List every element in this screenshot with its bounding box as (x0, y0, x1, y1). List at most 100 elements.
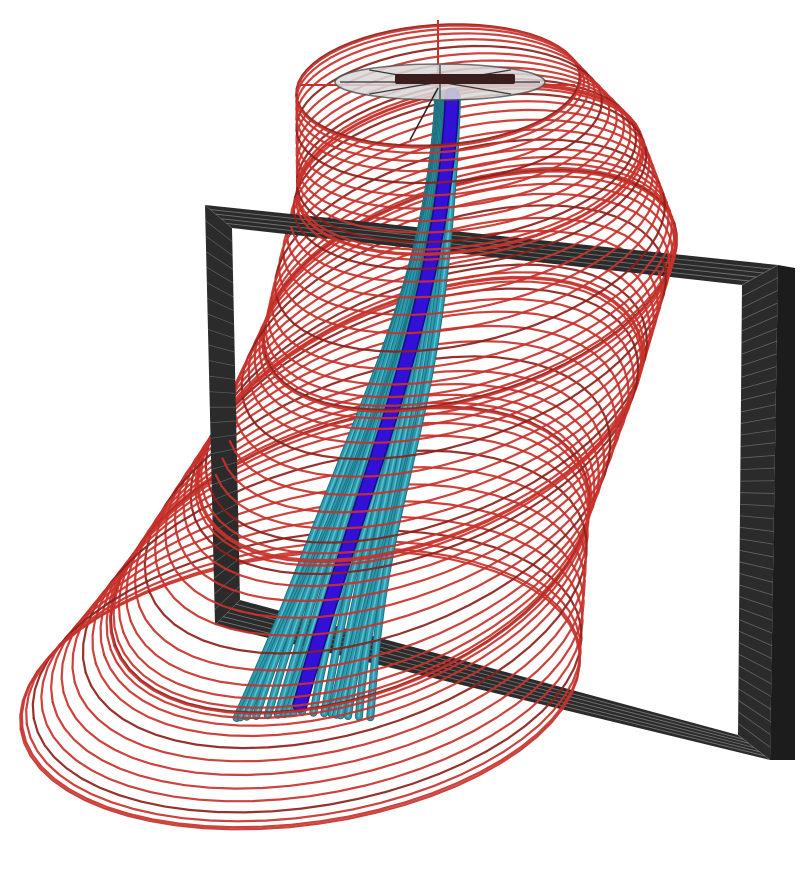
frame-slat (206, 282, 234, 298)
vortex-ring (73, 544, 587, 763)
vortex-ring (296, 131, 638, 244)
frame-slat (737, 723, 771, 748)
frame-slat (205, 220, 233, 243)
frame-slat (211, 461, 238, 470)
frame-slat (208, 344, 235, 353)
vortex-ring (295, 27, 586, 103)
vortex-ring (51, 586, 585, 790)
vortex-tube-front-rings (19, 73, 678, 831)
frame-slat (741, 340, 777, 355)
frame-slat (214, 572, 240, 595)
vortex-ring (295, 104, 611, 197)
streamline-highlight (369, 94, 458, 719)
frame-slat (214, 599, 241, 626)
frame-slat (737, 734, 771, 761)
frame-slat (741, 290, 778, 309)
vortex-ring (295, 112, 618, 210)
frame-slat (204, 204, 233, 229)
frame-slat (739, 561, 774, 571)
frame-depth (770, 265, 795, 760)
vortex-ring (41, 606, 584, 803)
frame-slat (741, 353, 777, 367)
frame-slat (209, 391, 236, 394)
frame-slat (740, 467, 775, 471)
core-streamline-path (294, 89, 458, 711)
vortex-ring (250, 246, 671, 445)
frame-slat (739, 573, 773, 583)
vortex-ring (283, 172, 659, 316)
vortex-ring (269, 209, 673, 386)
vortex-ring (225, 229, 656, 443)
frame-slat (206, 266, 234, 284)
frame-slat (741, 328, 778, 344)
vortex-ring (295, 24, 582, 98)
frame-slat (737, 711, 771, 735)
frame-slat (741, 366, 777, 378)
vortex-ring (25, 637, 582, 823)
frame-slat (210, 434, 237, 439)
frame-slat (738, 619, 773, 634)
vortex-ring (286, 163, 655, 299)
frame-slat (738, 607, 773, 621)
frame-slat (740, 454, 775, 459)
vortex-ring (84, 524, 588, 750)
frame-slat (740, 416, 776, 424)
frame-slat (738, 700, 771, 723)
vortex-ring (19, 649, 581, 831)
vortex-ring (295, 52, 611, 145)
vortex-ring (295, 141, 646, 261)
vortex-ring (256, 236, 674, 431)
frame-slat (741, 264, 779, 286)
frame-slat (208, 360, 236, 367)
frame-slat (205, 235, 233, 256)
frame-slat (741, 277, 778, 297)
frame-slat (210, 209, 771, 270)
frame-slat (738, 688, 772, 710)
vortex-ring (113, 474, 591, 715)
frame-slat (739, 549, 774, 558)
vortex-ring (32, 623, 583, 814)
frame-slat (738, 653, 772, 672)
frame-slat (740, 404, 776, 413)
vortex-ring (275, 192, 667, 353)
frame-slat (738, 642, 772, 659)
frame-body (205, 205, 778, 760)
frame-slat (738, 630, 773, 647)
frame-slat (739, 526, 774, 532)
frame-slat (207, 329, 235, 339)
rotor-strut (409, 87, 439, 141)
vortex-ring (295, 89, 596, 173)
vortex-ring (62, 565, 586, 777)
vortex-ring (295, 97, 603, 185)
vortex-ring (109, 480, 591, 720)
rotor-disc (334, 63, 546, 141)
frame-slat (739, 538, 774, 545)
frame-slat (740, 429, 776, 436)
frame-slat (210, 448, 237, 455)
vortex-ring (295, 75, 582, 149)
frame-slat (738, 676, 772, 697)
vortex-ring (103, 492, 590, 727)
core-streamline (292, 87, 460, 713)
frame-slat (207, 298, 234, 311)
vortex-ring (263, 223, 678, 413)
frame-slat (740, 492, 775, 494)
vortex-ring (293, 146, 648, 271)
vortex-ring (295, 83, 590, 163)
vortex-ring (296, 138, 645, 256)
frame-slat (739, 596, 773, 609)
frame-slat (212, 530, 239, 548)
vortex-ring (265, 220, 678, 407)
vortex-ring (279, 182, 663, 335)
vortex-ring (295, 73, 581, 147)
vortex-ring (94, 507, 589, 738)
frame-slat (741, 315, 778, 332)
rotor-hub-bar (395, 74, 515, 84)
frame-slat (740, 503, 775, 507)
vortex-ring (296, 126, 632, 234)
frame-slat (209, 375, 236, 380)
frame-slat (739, 515, 774, 520)
frame-slat (210, 420, 237, 424)
